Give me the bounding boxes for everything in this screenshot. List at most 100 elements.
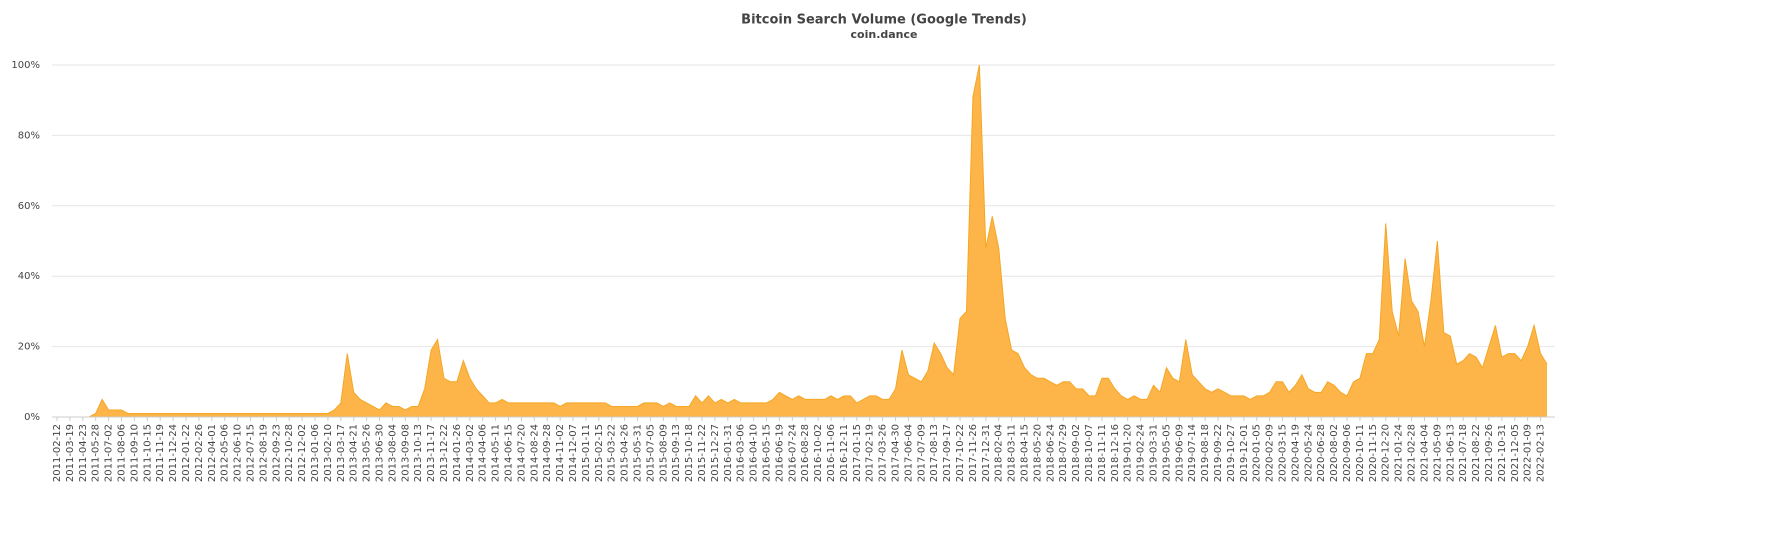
x-tick-label: 2015-08-09 (658, 424, 669, 482)
x-tick-label: 2013-09-08 (400, 424, 411, 482)
chart-subtitle: coin.dance (851, 28, 918, 41)
x-tick-label: 2018-07-29 (1058, 424, 1069, 482)
x-tick-label: 2021-04-04 (1419, 424, 1430, 482)
x-tick-label: 2011-07-02 (104, 424, 115, 482)
x-tick-label: 2011-04-23 (78, 424, 89, 482)
x-tick-label: 2020-02-09 (1265, 424, 1276, 482)
x-tick-label: 2011-02-12 (52, 424, 63, 482)
x-tick-label: 2016-01-31 (723, 424, 734, 482)
x-tick-label: 2016-05-15 (762, 424, 773, 482)
x-tick-label: 2015-07-05 (645, 424, 656, 482)
x-tick-label: 2015-09-13 (671, 424, 682, 482)
x-tick-label: 2016-04-10 (749, 424, 760, 482)
x-tick-label: 2017-07-09 (916, 424, 927, 482)
x-tick-label: 2016-03-06 (736, 424, 747, 482)
x-tick-label: 2011-03-19 (65, 424, 76, 482)
x-tick-label: 2013-06-30 (375, 424, 386, 482)
y-tick-label: 40% (18, 271, 40, 282)
x-tick-label: 2014-12-07 (568, 424, 579, 482)
x-tick-label: 2015-01-11 (581, 424, 592, 482)
x-tick-label: 2016-10-02 (813, 424, 824, 482)
x-tick-label: 2014-04-06 (478, 424, 489, 482)
x-tick-label: 2018-02-04 (994, 424, 1005, 482)
x-tick-label: 2017-04-30 (891, 424, 902, 482)
y-tick-label: 100% (11, 60, 40, 71)
x-tick-label: 2015-11-22 (697, 424, 708, 482)
x-tick-label: 2021-10-31 (1497, 424, 1508, 482)
x-tick-label: 2011-08-06 (117, 424, 128, 482)
x-tick-label: 2011-12-24 (168, 424, 179, 482)
x-tick-label: 2012-08-19 (258, 424, 269, 482)
x-tick-label: 2018-06-24 (1045, 424, 1056, 482)
x-tick-label: 2011-09-10 (129, 424, 140, 482)
x-tick-label: 2013-04-21 (349, 424, 360, 482)
x-tick-label: 2015-04-26 (620, 424, 631, 482)
x-tick-label: 2017-06-04 (903, 424, 914, 482)
x-tick-label: 2016-12-11 (839, 424, 850, 482)
x-tick-label: 2021-02-28 (1407, 424, 1418, 482)
x-tick-label: 2016-08-28 (800, 424, 811, 482)
x-tick-label: 2014-06-15 (504, 424, 515, 482)
x-tick-label: 2016-11-06 (826, 424, 837, 482)
x-tick-label: 2020-09-06 (1342, 424, 1353, 482)
x-tick-label: 2015-02-15 (594, 424, 605, 482)
y-tick-label: 0% (24, 412, 40, 423)
x-tick-label: 2020-03-15 (1278, 424, 1289, 482)
x-tick-label: 2018-12-16 (1110, 424, 1121, 482)
x-tick-label: 2018-10-07 (1084, 424, 1095, 482)
x-tick-label: 2013-12-22 (439, 424, 450, 482)
x-tick-label: 2018-11-11 (1097, 424, 1108, 482)
x-tick-label: 2013-02-10 (323, 424, 334, 482)
x-tick-label: 2017-10-22 (955, 424, 966, 482)
x-tick-label: 2021-06-13 (1445, 424, 1456, 482)
x-tick-label: 2014-11-02 (555, 424, 566, 482)
x-tick-label: 2017-09-17 (942, 424, 953, 482)
x-tick-label: 2022-01-09 (1523, 424, 1534, 482)
x-tick-label: 2013-05-26 (362, 424, 373, 482)
x-tick-label: 2019-07-14 (1187, 424, 1198, 482)
x-tick-label: 2013-01-06 (310, 424, 321, 482)
x-tick-label: 2020-01-05 (1252, 424, 1263, 482)
x-tick-label: 2014-03-02 (465, 424, 476, 482)
x-tick-label: 2021-01-24 (1394, 424, 1405, 482)
x-tick-label: 2011-11-19 (155, 424, 166, 482)
x-tick-label: 2015-03-22 (607, 424, 618, 482)
x-tick-label: 2017-08-13 (929, 424, 940, 482)
x-tick-label: 2021-07-18 (1458, 424, 1469, 482)
x-tick-label: 2019-06-09 (1174, 424, 1185, 482)
x-tick-label: 2014-01-26 (452, 424, 463, 482)
x-tick-label: 2020-06-28 (1316, 424, 1327, 482)
x-tick-label: 2019-10-27 (1226, 424, 1237, 482)
x-tick-label: 2020-05-24 (1303, 424, 1314, 482)
x-tick-label: 2012-02-26 (194, 424, 205, 482)
x-tick-label: 2017-02-19 (865, 424, 876, 482)
x-tick-label: 2020-12-20 (1381, 424, 1392, 482)
y-tick-label: 80% (18, 130, 40, 141)
x-tick-label: 2019-08-18 (1200, 424, 1211, 482)
x-tick-label: 2012-01-22 (181, 424, 192, 482)
chart-title: Bitcoin Search Volume (Google Trends) (741, 13, 1027, 28)
x-tick-label: 2019-05-05 (1161, 424, 1172, 482)
x-tick-label: 2016-06-19 (774, 424, 785, 482)
x-tick-label: 2020-08-02 (1329, 424, 1340, 482)
x-tick-label: 2012-09-23 (271, 424, 282, 482)
x-tick-label: 2017-11-26 (968, 424, 979, 482)
x-tick-label: 2019-09-22 (1213, 424, 1224, 482)
x-tick-label: 2013-08-04 (387, 424, 398, 482)
x-tick-label: 2021-12-05 (1510, 424, 1521, 482)
x-tick-label: 2012-12-02 (297, 424, 308, 482)
area-line (57, 64, 1548, 418)
x-tick-label: 2015-12-27 (710, 424, 721, 482)
x-tick-label: 2011-05-28 (91, 424, 102, 482)
x-tick-label: 2015-05-31 (633, 424, 644, 482)
x-tick-label: 2017-01-15 (852, 424, 863, 482)
x-tick-label: 2012-07-15 (246, 424, 257, 482)
x-tick-label: 2012-05-06 (220, 424, 231, 482)
x-tick-label: 2014-07-20 (516, 424, 527, 482)
x-tick-label: 2013-11-17 (426, 424, 437, 482)
x-tick-label: 2018-04-15 (1020, 424, 1031, 482)
x-tick-label: 2012-06-10 (233, 424, 244, 482)
x-tick-label: 2012-10-28 (284, 424, 295, 482)
x-tick-label: 2019-12-01 (1239, 424, 1250, 482)
